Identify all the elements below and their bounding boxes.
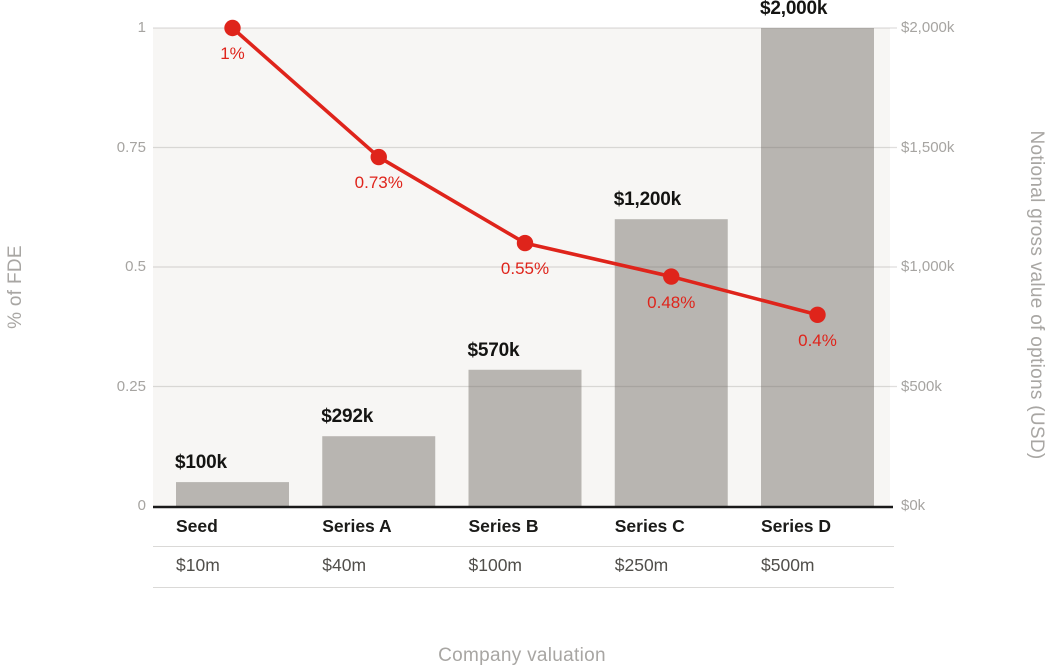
line-point bbox=[370, 148, 387, 166]
y-axis-title-right: Notional gross value of options (USD) bbox=[1026, 130, 1047, 460]
line-point bbox=[516, 234, 534, 252]
bar bbox=[176, 482, 289, 506]
y-axis-title-left: % of FDE bbox=[5, 245, 26, 329]
bar bbox=[761, 28, 874, 506]
bar bbox=[322, 436, 436, 506]
bar bbox=[468, 369, 582, 506]
x-axis-title: Company valuation bbox=[438, 645, 606, 666]
bar bbox=[614, 219, 728, 506]
line-point bbox=[809, 306, 826, 323]
line-point bbox=[224, 19, 241, 37]
line-point bbox=[663, 268, 680, 285]
